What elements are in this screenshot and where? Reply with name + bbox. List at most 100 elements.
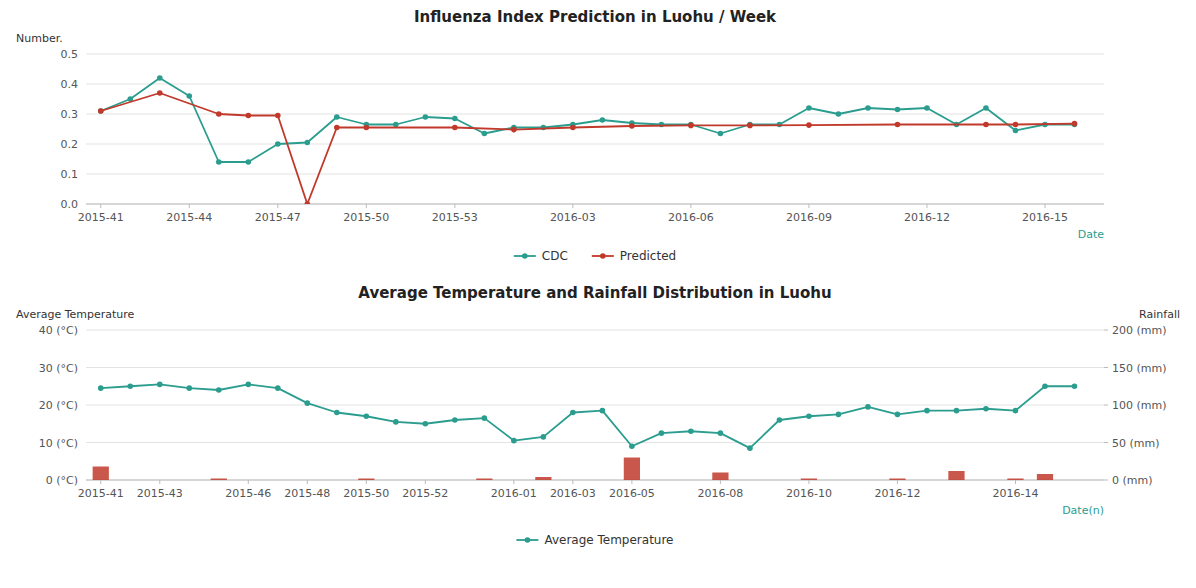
bar (624, 458, 640, 481)
point (482, 131, 488, 137)
x-tick (277, 204, 278, 208)
bar (476, 479, 492, 481)
point (1013, 128, 1019, 134)
y2-tick-label: 0 (mm) (1112, 474, 1153, 487)
point (836, 412, 842, 418)
point (659, 430, 665, 436)
line (101, 93, 1075, 204)
point (777, 417, 783, 423)
x-tick (189, 204, 190, 208)
line (101, 384, 1075, 448)
x-tick-label: 2016-14 (992, 487, 1038, 500)
x-axis-label: Date (1078, 228, 1105, 241)
x-tick (720, 480, 721, 484)
point (806, 413, 812, 419)
point (305, 400, 311, 406)
point (541, 434, 547, 440)
legend: Average Temperature (516, 533, 673, 547)
x-tick (808, 204, 809, 208)
bar (1007, 479, 1023, 481)
x-tick-label: 2016-09 (786, 211, 832, 224)
point (186, 385, 192, 391)
x-tick (572, 480, 573, 484)
x-tick-label: 2015-50 (343, 211, 389, 224)
point (216, 159, 222, 165)
point (983, 122, 989, 128)
point (275, 113, 281, 119)
y-tick-label: 0.4 (61, 78, 79, 91)
bar (801, 479, 817, 481)
x-tick-label: 2016-12 (874, 487, 920, 500)
x-tick (100, 480, 101, 484)
x-tick (926, 204, 927, 208)
x-tick-label: 2015-41 (78, 211, 124, 224)
x-tick-label: 2016-08 (697, 487, 743, 500)
x-tick-label: 2015-41 (78, 487, 124, 500)
point (305, 140, 311, 146)
point (334, 114, 340, 120)
point (452, 417, 458, 423)
x-tick (1015, 480, 1016, 484)
point (747, 123, 753, 129)
x-tick-label: 2015-52 (402, 487, 448, 500)
x-tick-label: 2015-53 (432, 211, 478, 224)
grid-line (86, 204, 1104, 205)
point (836, 111, 842, 117)
x-tick-label: 2016-01 (491, 487, 537, 500)
y2-tick-label: 200 (mm) (1112, 324, 1167, 337)
x-tick-label: 2016-06 (668, 211, 714, 224)
point (482, 415, 488, 421)
x-axis-line (86, 204, 1104, 205)
y-tick-label: 30 (°C) (39, 362, 78, 375)
x-tick-label: 2016-15 (1022, 211, 1068, 224)
point (364, 413, 370, 419)
point (806, 105, 812, 111)
x-tick (307, 480, 308, 484)
grid-line (86, 367, 1104, 368)
x-tick (366, 480, 367, 484)
point (954, 408, 960, 414)
x-tick-label: 2015-50 (343, 487, 389, 500)
point (157, 75, 163, 81)
point (924, 105, 930, 111)
point (983, 406, 989, 412)
point (570, 125, 576, 131)
bar (948, 471, 964, 480)
x-tick (690, 204, 691, 208)
point (895, 107, 901, 113)
chart-panel: Influenza Index Prediction in Luohu / We… (16, 8, 1104, 263)
x-axis-label: Date(n) (1062, 504, 1104, 517)
y2-tick-label: 150 (mm) (1112, 362, 1167, 375)
legend-marker (522, 253, 528, 259)
point (1042, 383, 1048, 389)
x-tick-label: 2015-46 (225, 487, 271, 500)
point (423, 114, 429, 120)
x-tick (808, 480, 809, 484)
y-tick-label: 0.3 (61, 108, 79, 121)
point (865, 404, 871, 410)
point (245, 159, 251, 165)
point (305, 201, 311, 204)
point (600, 408, 606, 414)
point (806, 122, 812, 128)
point (245, 113, 251, 119)
x-tick-label: 2015-44 (166, 211, 212, 224)
y-tick-label: 10 (°C) (39, 437, 78, 450)
y2-tick-label: 50 (mm) (1112, 437, 1160, 450)
y-axis-label: Number. (16, 32, 63, 45)
legend-item: CDC (514, 249, 568, 263)
grid-line (86, 442, 1104, 443)
x-tick (631, 480, 632, 484)
x-tick-label: 2016-03 (550, 487, 596, 500)
legend-marker (525, 537, 531, 543)
point (1013, 122, 1019, 128)
point (600, 117, 606, 123)
x-tick (1044, 204, 1045, 208)
point (98, 385, 104, 391)
bar (211, 479, 227, 481)
point (98, 108, 104, 114)
x-tick (454, 204, 455, 208)
x-tick-label: 2016-05 (609, 487, 655, 500)
y2-tick (1104, 480, 1108, 481)
point (629, 443, 635, 449)
